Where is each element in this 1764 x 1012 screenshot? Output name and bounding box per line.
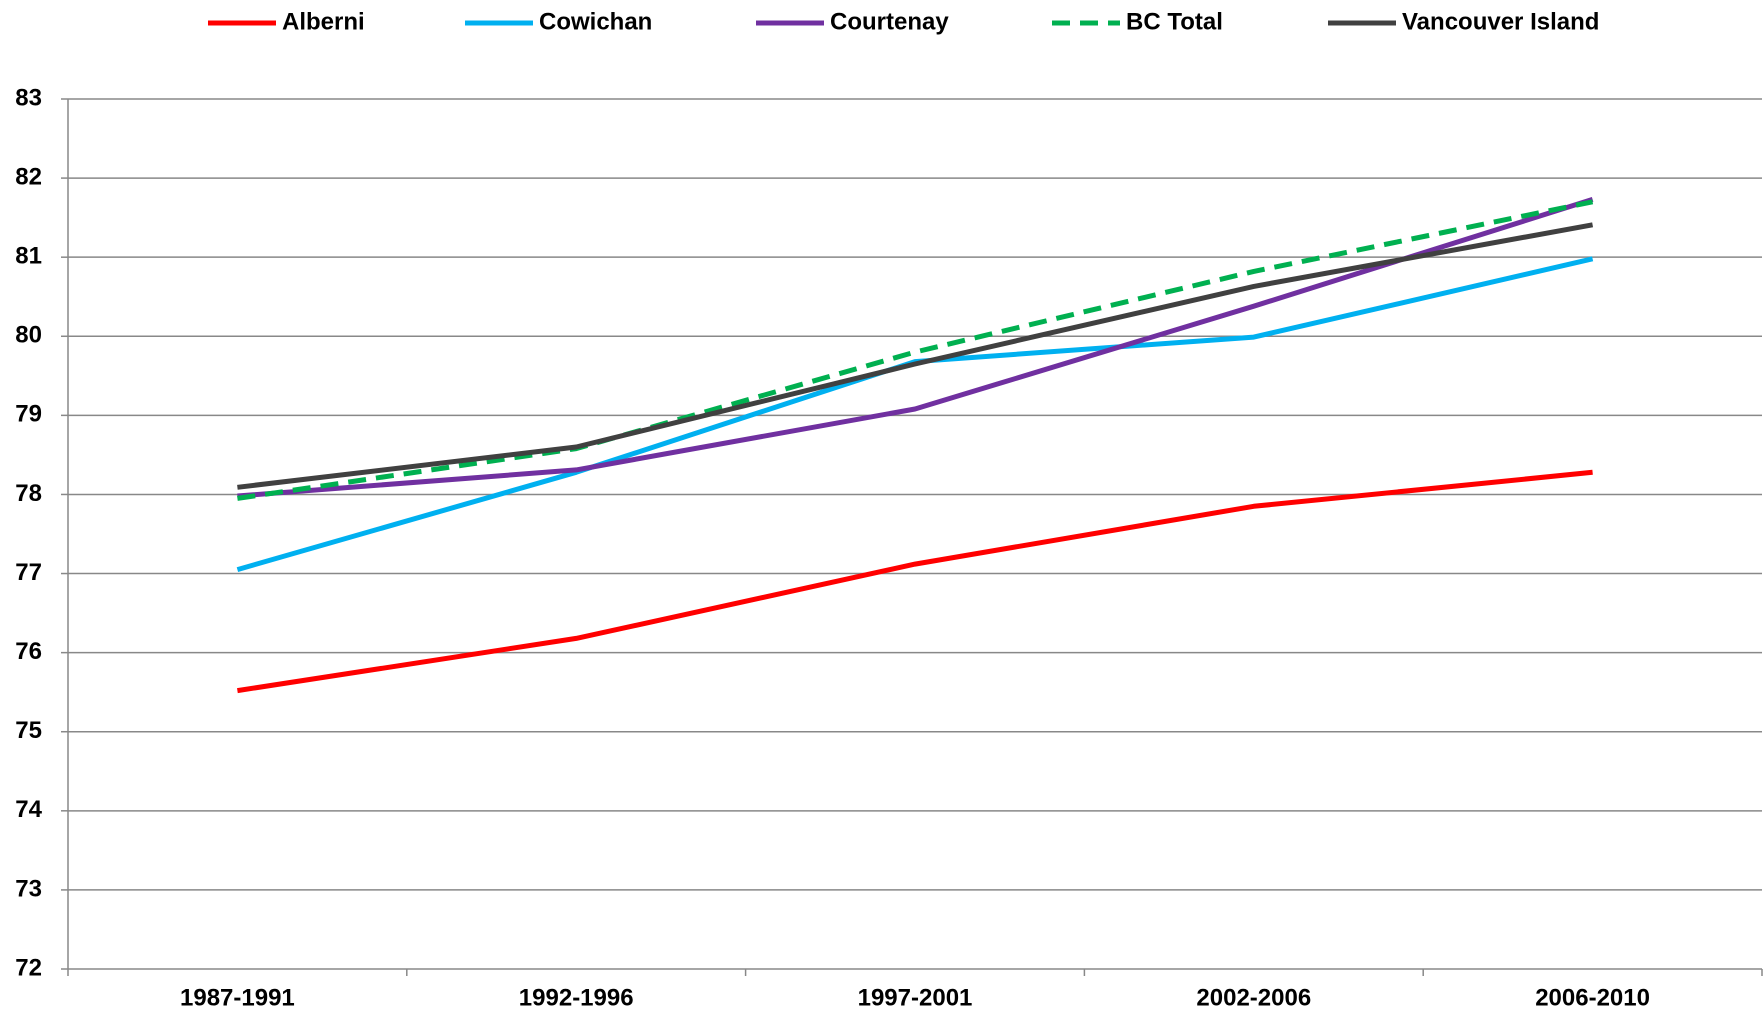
series-line	[237, 469, 1593, 694]
legend-label: Cowichan	[539, 8, 652, 35]
x-tick-label: 2002-2006	[1196, 984, 1311, 1011]
legend-label: Courtenay	[830, 8, 949, 35]
series-line	[237, 222, 1594, 490]
y-tick-label: 83	[15, 84, 42, 111]
y-tick-label: 79	[15, 401, 42, 428]
y-tick-label: 72	[15, 954, 42, 981]
legend-label: BC Total	[1126, 8, 1223, 35]
y-tick-label: 73	[15, 875, 42, 902]
y-tick-label: 80	[15, 322, 42, 349]
y-tick-label: 77	[15, 559, 42, 586]
y-tick-label: 82	[15, 163, 42, 190]
x-tick-label: 1987-1991	[180, 984, 295, 1011]
x-tick-label: 2006-2010	[1535, 984, 1650, 1011]
series-line	[237, 197, 1594, 499]
y-tick-label: 75	[15, 717, 42, 744]
legend-label: Vancouver Island	[1402, 8, 1599, 35]
series-line	[237, 199, 1594, 501]
x-tick-label: 1997-2001	[858, 984, 973, 1011]
x-tick-label: 1992-1996	[519, 984, 634, 1011]
y-tick-label: 74	[15, 796, 42, 823]
y-tick-label: 81	[15, 243, 42, 270]
y-tick-label: 76	[15, 638, 42, 665]
y-tick-label: 78	[15, 480, 42, 507]
series-line	[236, 256, 1594, 573]
legend-label: Alberni	[282, 8, 365, 35]
